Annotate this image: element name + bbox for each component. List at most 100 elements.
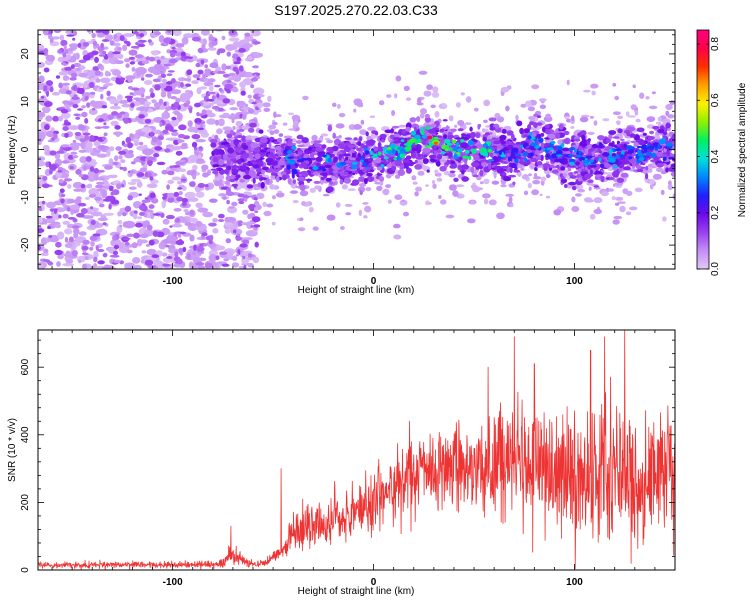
spectrogram-blob [146, 224, 153, 231]
spectrogram-blob [509, 203, 514, 208]
spectrogram-blob [601, 191, 609, 197]
spectrogram-blob [324, 164, 332, 168]
spectrogram-blob [252, 256, 260, 264]
spectrogram-blob [492, 162, 501, 165]
spectrogram-x-tick-label: -100 [163, 276, 183, 287]
spectrogram-blob [54, 207, 66, 213]
spectrogram-blob [127, 181, 137, 185]
spectrogram-blob [70, 64, 75, 69]
spectrogram-blob [82, 132, 91, 136]
spectrogram-blob [201, 232, 208, 237]
spectrogram-blob [389, 134, 395, 139]
spectrogram-blob [263, 107, 271, 112]
spectrogram-blob [302, 95, 309, 101]
spectrogram-blobs [38, 30, 675, 269]
spectrogram-blob [589, 213, 596, 220]
spectrogram-blob [662, 131, 668, 135]
spectrogram-blob [480, 159, 485, 163]
spectrogram-blob [301, 137, 309, 144]
spectrogram-blob [49, 150, 57, 156]
spectrogram-blob [373, 153, 378, 157]
spectrogram-blob [222, 98, 231, 104]
spectrogram-blob [179, 92, 191, 101]
spectrogram-blob [116, 183, 122, 190]
spectrogram-blob [208, 254, 217, 262]
spectrogram-blob [59, 34, 65, 41]
spectrogram-blob [322, 193, 330, 197]
spectrogram-blob [267, 154, 272, 159]
spectrogram-blob [246, 184, 254, 189]
spectrogram-blob [75, 169, 82, 175]
spectrogram-blob [249, 122, 257, 128]
spectrogram-blob [122, 221, 129, 228]
spectrogram-blob [106, 149, 111, 157]
spectrogram-blob [340, 226, 345, 230]
spectrogram-blob [60, 198, 65, 204]
spectrogram-blob [593, 197, 603, 204]
spectrogram-blob [405, 126, 411, 132]
spectrogram-blob [38, 75, 45, 83]
spectrogram-blob [574, 175, 584, 178]
spectrogram-blob [439, 128, 445, 132]
spectrogram-blob [312, 226, 319, 231]
spectrogram-blob [97, 260, 105, 265]
spectrogram-blob [156, 59, 161, 65]
spectrogram-blob [86, 102, 91, 108]
spectrogram-blob [195, 191, 205, 198]
spectrogram-blob [394, 194, 403, 200]
spectrogram-blob [162, 263, 171, 267]
spectrogram-blob [287, 139, 293, 144]
spectrogram-blob [297, 144, 305, 148]
spectrogram-blob [587, 179, 594, 184]
spectrogram-blob [64, 49, 69, 54]
spectrogram-blob [411, 152, 417, 159]
spectrogram-blob [263, 210, 272, 217]
spectrogram-blob [82, 42, 90, 47]
spectrogram-blob [418, 70, 428, 75]
spectrogram-blob [225, 65, 231, 70]
spectrogram-blob [433, 150, 437, 155]
spectrogram-blob [215, 119, 219, 126]
spectrogram-blob [179, 219, 188, 223]
spectrogram-blob [295, 140, 303, 144]
spectrogram-blob [216, 93, 220, 98]
spectrogram-blob [137, 43, 146, 48]
spectrogram-blob [287, 112, 295, 116]
spectrogram-blob [78, 259, 82, 264]
spectrogram-blob [192, 174, 197, 180]
spectrogram-blob [269, 130, 275, 135]
spectrogram-blob [38, 160, 46, 167]
spectrogram-blob [634, 187, 643, 193]
spectrogram-blob [235, 154, 241, 161]
spectrogram-blob [386, 94, 392, 98]
spectrogram-blob [77, 42, 82, 48]
spectrogram-blob [95, 184, 104, 189]
spectrogram-blob [247, 162, 254, 167]
spectrogram-blob [72, 140, 77, 143]
spectrogram-blob [102, 222, 107, 226]
spectrogram-blob [139, 167, 147, 173]
spectrogram-blob [249, 30, 259, 33]
spectrogram-blob [50, 208, 54, 212]
spectrogram-blob [642, 132, 647, 136]
spectrogram-blob [149, 192, 156, 199]
spectrogram-blob [560, 178, 568, 184]
spectrogram-blob [113, 42, 121, 47]
spectrogram-blob [297, 150, 303, 156]
spectrogram-blob [270, 172, 278, 176]
spectrogram-blob [219, 251, 228, 255]
spectrogram-blob [571, 196, 576, 203]
spectrogram-blob [181, 178, 187, 182]
spectrogram-blob [126, 233, 134, 237]
spectrogram-blob [439, 165, 447, 172]
spectrogram-blob [122, 237, 131, 241]
spectrogram-blob [200, 59, 205, 65]
spectrogram-blob [527, 135, 532, 140]
spectrogram-blob [92, 66, 100, 71]
spectrogram-blob [125, 63, 130, 68]
spectrogram-blob [489, 126, 496, 131]
spectrogram-blob [365, 187, 372, 192]
spectrogram-blob [239, 81, 247, 88]
spectrogram-blob [362, 202, 369, 205]
spectrogram-blob [520, 168, 525, 171]
